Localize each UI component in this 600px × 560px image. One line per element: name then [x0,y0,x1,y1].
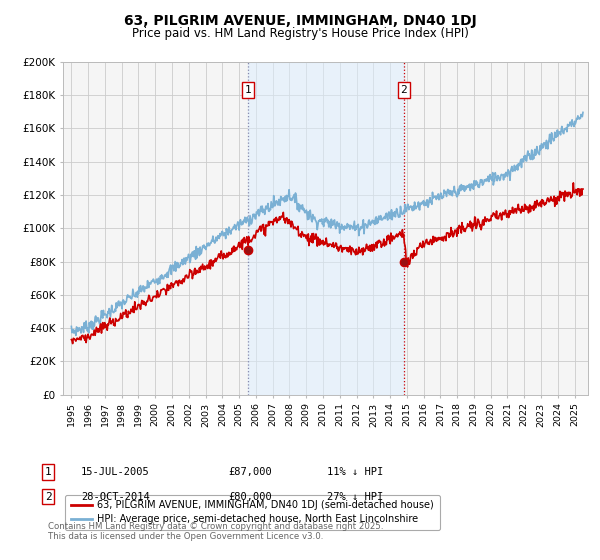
Legend: 63, PILGRIM AVENUE, IMMINGHAM, DN40 1DJ (semi-detached house), HPI: Average pric: 63, PILGRIM AVENUE, IMMINGHAM, DN40 1DJ … [65,494,440,530]
Text: 11% ↓ HPI: 11% ↓ HPI [327,467,383,477]
Text: Contains HM Land Registry data © Crown copyright and database right 2025.
This d: Contains HM Land Registry data © Crown c… [48,522,383,542]
Text: £80,000: £80,000 [228,492,272,502]
Text: 27% ↓ HPI: 27% ↓ HPI [327,492,383,502]
Text: 28-OCT-2014: 28-OCT-2014 [81,492,150,502]
Text: 63, PILGRIM AVENUE, IMMINGHAM, DN40 1DJ: 63, PILGRIM AVENUE, IMMINGHAM, DN40 1DJ [124,14,476,28]
Text: 2: 2 [44,492,52,502]
Text: 1: 1 [44,467,52,477]
Text: 15-JUL-2005: 15-JUL-2005 [81,467,150,477]
Text: £87,000: £87,000 [228,467,272,477]
Text: 1: 1 [245,85,251,95]
Text: Price paid vs. HM Land Registry's House Price Index (HPI): Price paid vs. HM Land Registry's House … [131,27,469,40]
Bar [248,62,404,395]
Text: 2: 2 [401,85,407,95]
